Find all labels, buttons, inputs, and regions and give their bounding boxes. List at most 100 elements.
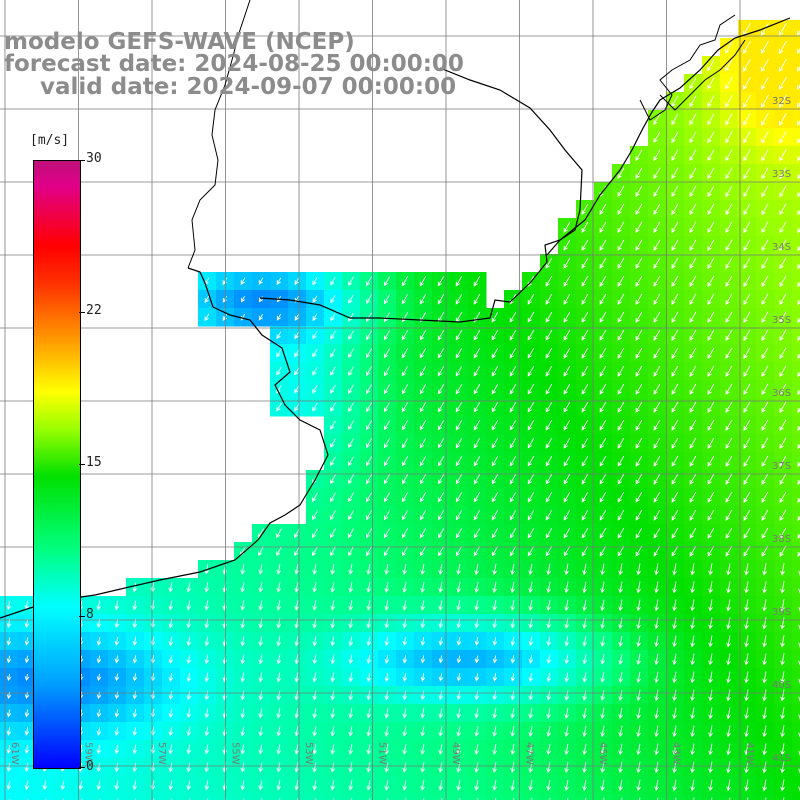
wind-arrow: [258, 708, 264, 719]
wind-arrow: [689, 383, 697, 395]
wind-arrow: [743, 293, 751, 306]
wind-arrow: [294, 762, 300, 773]
wind-arrow: [545, 456, 553, 467]
wind-arrow: [546, 599, 551, 612]
wind-arrow: [689, 347, 697, 359]
wind-arrow: [711, 797, 713, 800]
wind-arrow: [546, 761, 551, 774]
wind-arrow: [437, 330, 445, 341]
wind-arrow: [330, 420, 336, 430]
wind-arrow: [24, 709, 30, 718]
wind-arrow: [330, 402, 336, 412]
wind-arrow: [672, 671, 677, 684]
wind-arrow: [438, 563, 443, 576]
wind-arrow: [276, 384, 282, 394]
wind-arrow: [564, 707, 569, 719]
wind-arrow: [419, 438, 427, 449]
wind-arrow: [383, 528, 390, 539]
wind-arrow: [797, 299, 800, 306]
wind-arrow: [96, 726, 102, 736]
wind-arrow: [747, 797, 749, 800]
wind-arrow: [689, 239, 697, 251]
wind-arrow: [545, 438, 553, 449]
field-cell: [792, 758, 800, 777]
field-cell: [324, 794, 343, 800]
wind-arrow: [204, 744, 210, 755]
wind-arrow: [401, 546, 408, 557]
wind-arrow: [473, 510, 481, 521]
wind-arrow: [761, 112, 769, 126]
wind-arrow: [726, 599, 731, 612]
wind-arrow: [689, 131, 697, 144]
wind-arrow: [617, 401, 625, 413]
field-cell: [468, 794, 487, 800]
wind-arrow: [797, 191, 800, 198]
wind-arrow: [635, 401, 643, 413]
wind-arrow: [690, 617, 695, 630]
field-cell: [792, 452, 800, 471]
wind-arrow: [258, 582, 264, 593]
wind-arrow: [564, 563, 569, 576]
wind-arrow: [762, 653, 767, 666]
wind-arrow: [743, 149, 751, 162]
wind-arrow: [779, 527, 787, 539]
wind-arrow: [383, 402, 390, 413]
wind-arrow: [617, 545, 625, 557]
wind-arrow: [779, 185, 787, 198]
wind-arrow: [743, 401, 751, 413]
field-cell: [288, 794, 307, 800]
wind-arrow: [294, 403, 300, 412]
wind-arrow: [744, 779, 749, 792]
wind-arrow: [707, 311, 715, 323]
wind-arrow: [474, 637, 480, 646]
wind-arrow: [114, 762, 120, 773]
wind-arrow: [473, 384, 481, 395]
wind-arrow: [672, 779, 677, 792]
wind-arrow: [294, 744, 300, 755]
wind-arrow: [599, 257, 607, 269]
wind-arrow: [366, 600, 371, 611]
wind-arrow: [348, 744, 354, 755]
wind-arrow: [491, 311, 499, 323]
wind-arrow: [510, 672, 516, 682]
wind-arrow: [419, 330, 427, 341]
wind-arrow: [366, 366, 372, 377]
wind-arrow: [132, 691, 138, 700]
wind-arrow: [437, 510, 445, 521]
wind-arrow: [186, 744, 192, 755]
wind-arrow: [780, 689, 785, 702]
field-cell: [648, 794, 667, 800]
wind-arrow: [779, 149, 787, 162]
wind-arrow: [689, 77, 697, 90]
wind-arrow: [671, 509, 679, 521]
wind-arrow: [330, 492, 336, 503]
wind-arrow: [473, 438, 481, 449]
wind-arrow: [348, 438, 354, 449]
wind-arrow: [564, 581, 569, 594]
field-cell: [792, 722, 800, 741]
wind-arrow: [582, 707, 587, 720]
field-cell: [792, 272, 800, 291]
wind-arrow: [707, 221, 715, 234]
wind-arrow: [726, 653, 731, 666]
wind-arrow: [491, 438, 499, 449]
wind-arrow: [725, 149, 733, 162]
wind-arrow: [708, 779, 713, 792]
wind-arrow: [671, 167, 679, 180]
wind-arrow: [6, 655, 12, 664]
wind-arrow: [653, 419, 661, 431]
wind-arrow: [132, 582, 138, 593]
wind-arrow: [276, 313, 282, 321]
wind-arrow: [546, 779, 551, 791]
wind-arrow: [635, 347, 643, 359]
wind-arrow: [420, 744, 425, 755]
wind-arrow: [726, 563, 731, 576]
wind-arrow: [60, 780, 66, 791]
wind-arrow: [510, 779, 515, 791]
wind-arrow: [672, 743, 677, 756]
wind-arrow: [114, 655, 120, 664]
wind-arrow: [383, 276, 390, 287]
wind-arrow: [456, 743, 461, 755]
wind-arrow: [510, 743, 515, 755]
